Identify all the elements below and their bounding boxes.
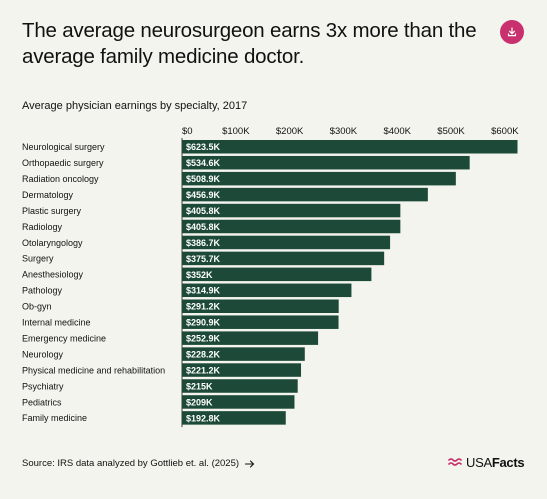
source-link[interactable]: Source: IRS data analyzed by Gottlieb et… [22,458,255,469]
bar-value-label: $252.9K [186,334,221,344]
x-tick-label: $300K [330,126,358,137]
category-label: Orthopaedic surgery [22,158,104,168]
bar-value-label: $215K [186,381,213,391]
category-label: Physical medicine and rehabilitation [22,365,165,375]
bar [182,395,295,409]
bar-value-label: $456.9K [186,190,221,200]
bar-value-label: $209K [186,397,213,407]
page-title: The average neurosurgeon earns 3x more t… [22,19,477,68]
bar [182,187,428,202]
bar [182,219,401,234]
category-label: Emergency medicine [22,333,106,343]
bar [182,171,456,186]
x-tick-label: $500K [437,126,465,137]
download-icon [507,27,517,37]
category-label: Otolaryngology [22,238,83,248]
bar-value-label: $192.8K [186,413,221,423]
bar-value-label: $375.7K [186,254,221,264]
logo-facts: Facts [491,455,525,470]
bar [182,299,339,313]
bar-value-label: $386.7K [186,238,221,248]
x-tick-label: $600K [491,126,519,137]
category-label: Neurology [22,349,64,359]
category-label: Internal medicine [22,318,91,328]
category-label: Radiation oncology [22,174,99,184]
bar [182,283,352,298]
bar [182,267,372,282]
x-tick-label: $400K [383,126,411,137]
category-label: Pediatrics [22,397,62,407]
arrow-right-icon [245,459,255,468]
x-tick-label: $100K [222,126,250,137]
bar-chart: $0 $100K $200K $300K $400K $500K $600K Neurolog… [22,126,519,428]
bar-value-label: $228.2K [186,350,221,360]
x-tick-label: $200K [276,126,304,137]
bar [182,411,286,425]
bar-value-label: $291.2K [186,302,221,312]
usafacts-logo: USAFacts [447,455,525,470]
bar [182,203,401,218]
bar [182,363,302,377]
bar-value-label: $508.9K [186,174,221,184]
category-label: Anesthesiology [22,270,84,280]
category-label: Pathology [22,286,63,296]
category-label: Ob-gyn [22,302,52,312]
category-label: Surgery [22,254,54,264]
bar-value-label: $534.6K [186,158,221,168]
category-label: Plastic surgery [22,206,82,216]
x-tick-label: $0 [182,126,193,137]
logo-mark-icon [448,457,462,466]
source-text: Source: IRS data analyzed by Gottlieb et… [22,458,240,469]
bar [182,251,385,266]
category-label: Dermatology [22,190,74,200]
bar-value-label: $290.9K [186,318,221,328]
download-button[interactable] [500,20,524,44]
chart-title: Average physician earnings by specialty,… [22,100,248,112]
bar-value-label: $352K [186,270,213,280]
bar-value-label: $405.8K [186,206,221,216]
logo-usa: USA [466,455,492,470]
bar [182,315,339,329]
bar [182,155,470,170]
bar [182,140,518,154]
bar-value-label: $405.8K [186,222,221,232]
bar-value-label: $623.5K [186,142,221,152]
category-label: Psychiatry [22,381,64,391]
bar-value-label: $314.9K [186,286,221,296]
category-label: Family medicine [22,413,87,423]
bar [182,379,298,393]
bar [182,331,319,345]
category-label: Neurological surgery [22,142,105,152]
bar-value-label: $221.2K [186,365,221,375]
bar [182,235,391,250]
bar [182,347,305,361]
category-label: Radiology [22,222,63,232]
